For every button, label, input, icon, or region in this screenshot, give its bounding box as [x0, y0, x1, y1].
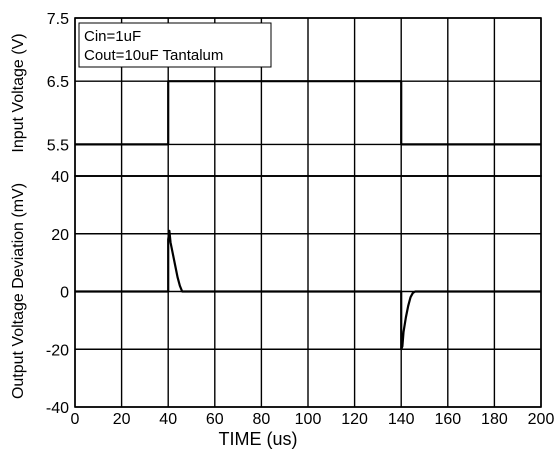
legend-box: Cin=1uF Cout=10uF Tantalum [78, 22, 272, 68]
x-tick-label: 60 [206, 411, 224, 428]
x-tick-label: 100 [295, 411, 322, 428]
bottom-series [75, 229, 541, 351]
bottom-y-tick-label: -20 [46, 342, 69, 359]
x-tick-label: 140 [388, 411, 415, 428]
bottom-y-tick-labels: -40 -20 0 20 40 [46, 169, 69, 417]
top-y-tick-label: 7.5 [47, 11, 69, 28]
x-tick-label: 120 [341, 411, 368, 428]
top-y-tick-label: 5.5 [47, 137, 69, 154]
bottom-y-tick-label: 40 [51, 169, 69, 186]
legend-line-1: Cin=1uF [84, 28, 141, 45]
x-tick-label: 180 [481, 411, 508, 428]
bottom-y-tick-label: 20 [51, 227, 69, 244]
x-tick-label: 20 [113, 411, 131, 428]
bottom-y-tick-label: 0 [60, 285, 69, 302]
top-panel: 7.5 6.5 5.5 Cin=1uF Cout=10uF Tantalum Inp… [10, 11, 542, 177]
legend-line-2: Cout=10uF Tantalum [84, 47, 223, 64]
top-series [75, 80, 541, 146]
x-tick-label: 160 [434, 411, 461, 428]
bottom-y-axis-title: Output Voltage Deviation (mV) [10, 183, 27, 399]
bottom-plot-frame [74, 175, 542, 408]
output-deviation-line [75, 229, 541, 351]
x-tick-label: 200 [528, 411, 555, 428]
x-tick-label: 40 [159, 411, 177, 428]
x-tick-label: 0 [71, 411, 80, 428]
top-tick-labels: 7.5 6.5 5.5 [47, 11, 69, 154]
top-y-axis-title: Input Voltage (V) [10, 33, 27, 152]
bottom-y-tick-label: -40 [46, 400, 69, 417]
top-y-tick-label: 6.5 [47, 74, 69, 91]
x-tick-labels: 0 20 40 60 80 100 120 140 160 180 200 [71, 411, 555, 428]
input-voltage-line [75, 80, 541, 146]
x-axis-title: TIME (us) [219, 429, 298, 449]
x-tick-label: 80 [253, 411, 271, 428]
